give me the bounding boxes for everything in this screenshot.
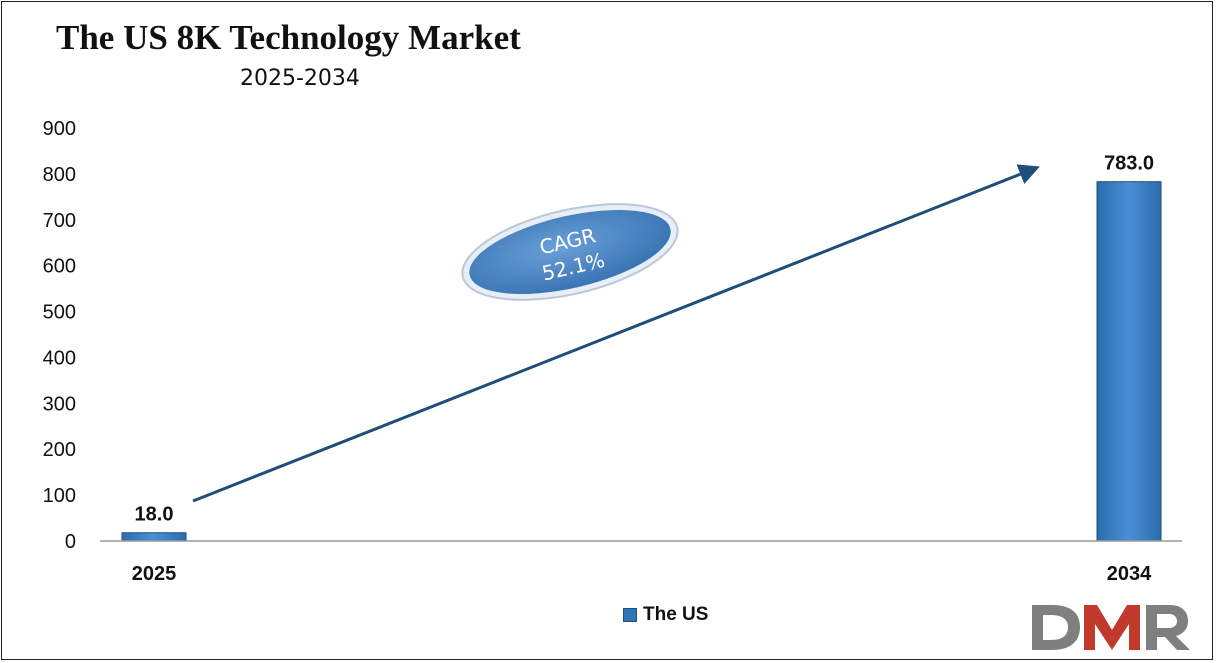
data-label-2034: 783.0 <box>1104 153 1154 175</box>
trend-arrow <box>192 164 1040 503</box>
x-axis: 2025 2034 <box>100 540 1182 585</box>
y-tick-label: 700 <box>43 210 76 232</box>
y-tick-label: 400 <box>43 347 76 369</box>
bars: 18.0 783.0 <box>121 153 1162 542</box>
legend: The US <box>623 604 708 626</box>
y-tick-label: 800 <box>43 164 76 186</box>
x-tick-label-2025: 2025 <box>132 563 177 585</box>
y-tick-label: 200 <box>43 439 76 461</box>
y-tick-label: 600 <box>43 256 76 278</box>
cagr-annotation: CAGR 52.1% <box>461 203 679 301</box>
y-tick-label: 0 <box>65 531 76 553</box>
bar-2034 <box>1096 181 1162 542</box>
y-tick-label: 900 <box>43 118 76 140</box>
x-tick-label-2034: 2034 <box>1107 563 1152 585</box>
y-tick-label: 500 <box>43 302 76 324</box>
legend-label: The US <box>643 604 709 625</box>
y-axis: 0 100 200 300 400 500 600 700 800 900 <box>43 118 76 553</box>
dmr-logo <box>1032 605 1190 650</box>
legend-swatch <box>623 608 637 622</box>
chart-subtitle: 2025-2034 <box>240 66 360 91</box>
chart-title: The US 8K Technology Market <box>56 18 521 57</box>
bar-2025 <box>121 532 187 542</box>
data-label-2025: 18.0 <box>135 504 174 526</box>
y-tick-label: 100 <box>43 485 76 507</box>
y-tick-label: 300 <box>43 393 76 415</box>
